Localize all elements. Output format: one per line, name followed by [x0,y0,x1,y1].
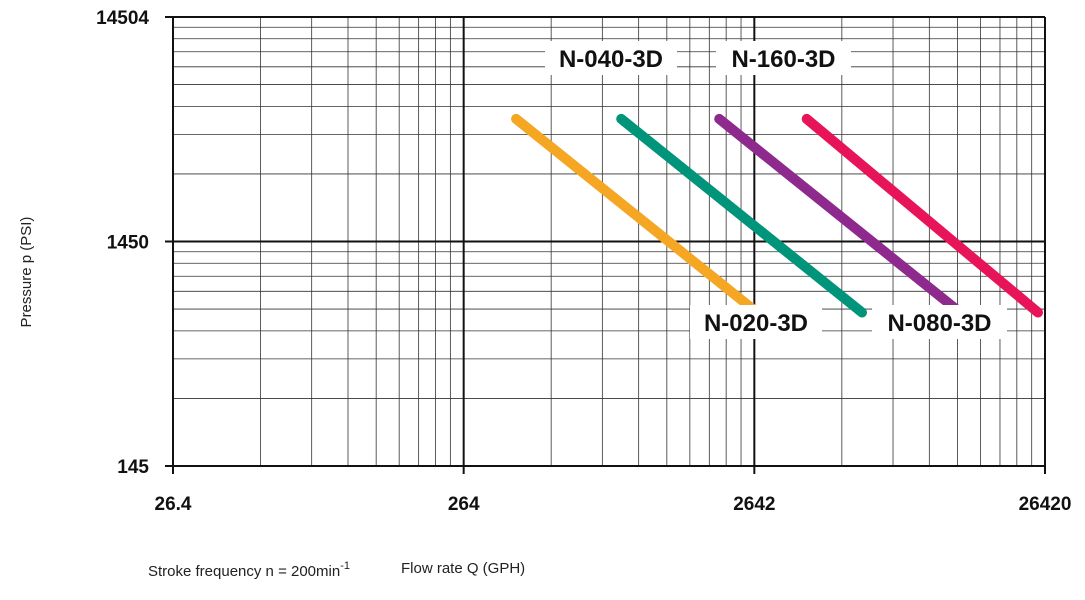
series-label-n-020-3d: N-020-3D [690,305,822,339]
series-line-n-080-3d [801,113,1044,318]
series-label-text: N-040-3D [559,46,663,73]
series-label-box [716,41,851,75]
axes: 26.4 264 2642 26420 145 1450 14504 [96,8,1071,515]
series-line-n-040-3d [616,113,868,318]
x-tick-label: 26.4 [155,494,192,515]
series-label-n-080-3d: N-080-3D [872,305,1007,339]
x-tick-label: 26420 [1019,494,1072,515]
series-lines [511,113,1044,318]
x-tick-label: 2642 [733,494,775,515]
grid-major [172,16,1046,467]
series-label-box [545,41,677,75]
y-tick-label: 14504 [96,8,149,29]
series-label-text: N-160-3D [731,46,835,73]
y-axis-label: Pressure p (PSI) [18,217,35,328]
labels: N-020-3D N-040-3D N-160-3D N-080-3D [545,41,1007,339]
series-label-n-040-3d: N-040-3D [545,41,677,75]
x-axis-label: Flow rate Q (GPH) [401,560,526,577]
series-line-n-160-3d [714,113,966,318]
series-label-box [690,305,822,339]
series-line-n-020-3d [511,113,763,318]
y-tick-label: 1450 [107,233,149,254]
stroke-frequency-exponent: -1 [340,560,350,572]
series-label-n-160-3d: N-160-3D [716,41,851,75]
y-tick-label: 145 [117,457,149,478]
stroke-frequency-text: Stroke frequency n = 200min [148,563,341,580]
stroke-frequency-note: Stroke frequency n = 200min-1 [148,560,350,580]
x-tick-label: 264 [448,494,480,515]
series-label-text: N-080-3D [887,310,991,337]
series-label-box [872,305,1007,339]
series-label-text: N-020-3D [704,310,808,337]
